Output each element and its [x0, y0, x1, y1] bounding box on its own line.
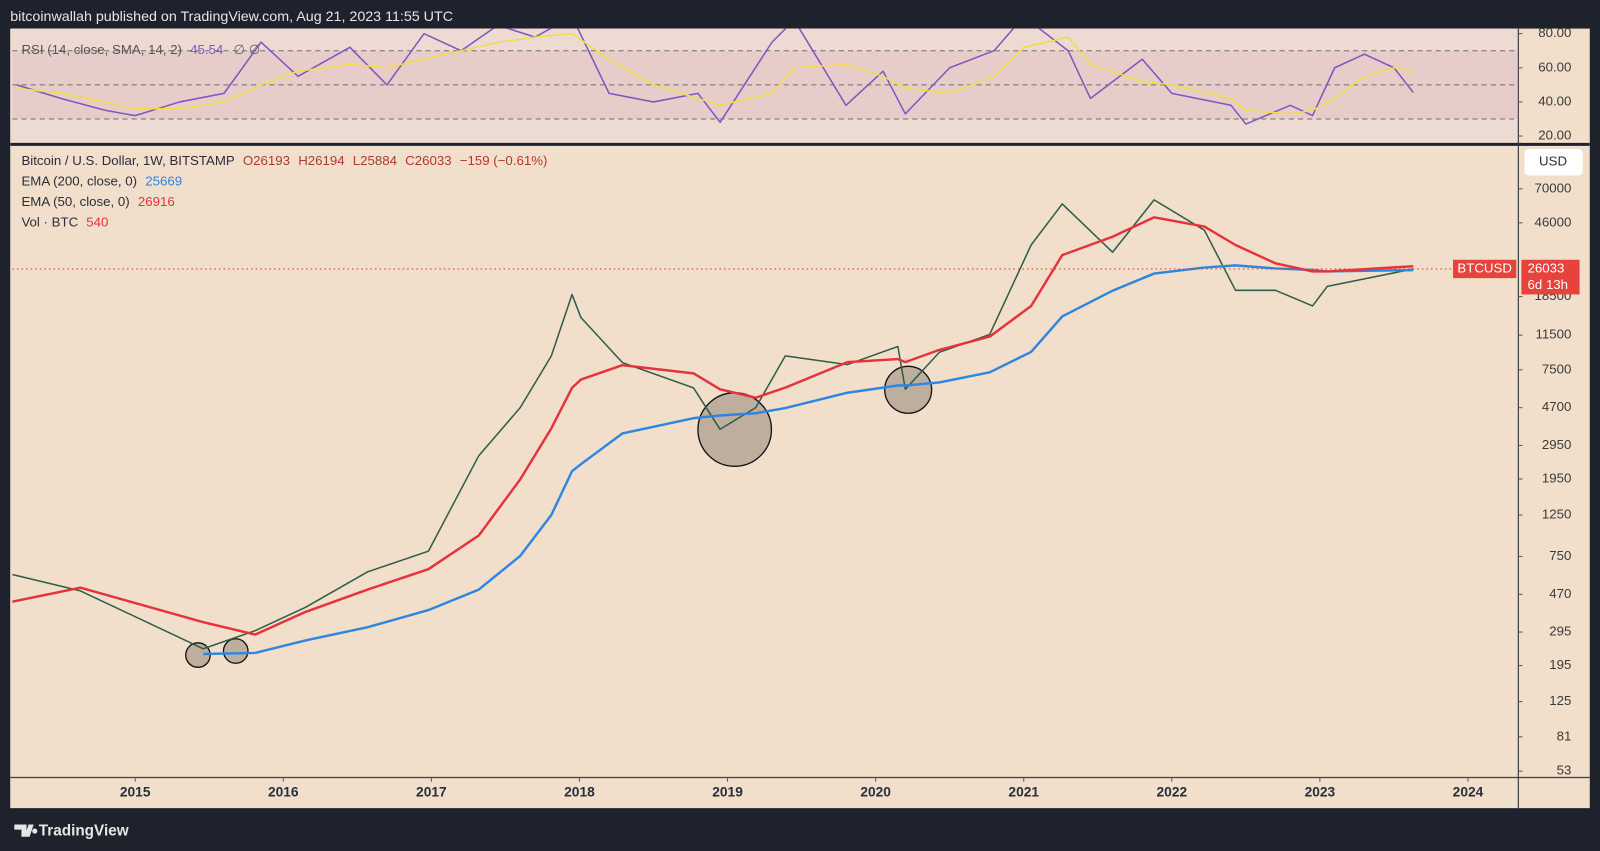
price-tag: BTCUSD 26033 6d 13h — [1453, 259, 1580, 295]
y-tick-label: 70000 — [1535, 180, 1572, 195]
annotation-circle — [222, 638, 249, 664]
price-tag-value: 26033 — [1528, 260, 1565, 275]
price-tag-symbol: BTCUSD — [1457, 260, 1511, 275]
y-tick-label: 1250 — [1542, 507, 1571, 522]
y-tick-label: 195 — [1549, 657, 1571, 672]
ema200-legend: EMA (200, close, 0) 25669 — [21, 173, 182, 188]
volume-legend: Vol · BTC 540 — [21, 214, 108, 229]
brand-name: TradingView — [39, 823, 129, 840]
currency-button[interactable] — [1524, 148, 1583, 176]
open: O26193 — [243, 153, 290, 168]
rsi-extra: ∅ ∅ — [234, 41, 261, 56]
ema50-name: EMA (50, close, 0) — [21, 194, 129, 209]
y-tick-label: 470 — [1549, 586, 1571, 601]
annotation-circle — [697, 392, 773, 467]
y-tick-label: 2950 — [1542, 437, 1571, 452]
volume-name: Vol · BTC — [21, 214, 78, 229]
publisher-line: bitcoinwallah published on TradingView.c… — [10, 9, 453, 25]
volume-value: 540 — [86, 214, 108, 229]
low: L25884 — [353, 153, 397, 168]
rsi-value: 45.54 — [190, 41, 223, 56]
y-tick-label: 81 — [1557, 728, 1572, 743]
series-line — [16, 28, 1414, 125]
symbol: Bitcoin / U.S. Dollar, 1W, BITSTAMP — [21, 153, 234, 168]
y-tick-label: 1950 — [1542, 470, 1571, 485]
series-line — [12, 216, 1414, 636]
y-tick-label: 60.00 — [1538, 59, 1571, 74]
chart-panel — [10, 28, 1590, 809]
y-tick-label: 750 — [1549, 548, 1571, 563]
symbol-legend: Bitcoin / U.S. Dollar, 1W, BITSTAMP O2619… — [21, 153, 547, 168]
brand-logo — [14, 824, 38, 837]
y-tick-label: 53 — [1557, 763, 1572, 778]
x-tick-label: 2023 — [1305, 784, 1336, 799]
y-tick-label: 4700 — [1542, 399, 1571, 414]
y-tick-label: 46000 — [1535, 214, 1572, 229]
price-tag-box — [1521, 259, 1580, 295]
rsi-name: RSI (14, close, SMA, 14, 2) — [21, 41, 182, 56]
x-tick-label: 2016 — [268, 784, 299, 799]
x-tick-label: 2022 — [1157, 784, 1188, 799]
y-tick-label: 20.00 — [1538, 128, 1571, 143]
x-tick-label: 2020 — [860, 784, 891, 799]
y-tick-label: 40.00 — [1538, 93, 1571, 108]
x-tick-label: 2021 — [1008, 784, 1039, 799]
ema50-legend: EMA (50, close, 0) 26916 — [21, 194, 174, 209]
rsi-plot — [12, 28, 1519, 125]
y-tick-label: 295 — [1549, 624, 1571, 639]
x-tick-label: 2019 — [712, 784, 743, 799]
y-tick-label: 11500 — [1536, 327, 1572, 342]
change: −159 (−0.61%) — [460, 153, 548, 168]
ema50-value: 26916 — [138, 194, 175, 209]
x-tick-label: 2018 — [564, 784, 595, 799]
y-tick-label: 125 — [1549, 693, 1571, 708]
y-tick-label: 80.00 — [1538, 25, 1571, 40]
series-line — [16, 32, 1414, 115]
currency-label[interactable]: USD — [1539, 154, 1567, 169]
series-line — [203, 264, 1414, 656]
x-tick-label: 2017 — [416, 784, 447, 799]
annotation-circle — [884, 365, 933, 414]
ema200-value: 25669 — [145, 173, 182, 188]
rsi-legend: RSI (14, close, SMA, 14, 2) 45.54 ∅ ∅ — [21, 41, 260, 56]
price-tag-countdown: 6d 13h — [1528, 277, 1569, 292]
y-tick-label: 7500 — [1542, 361, 1571, 376]
high: H26194 — [298, 153, 344, 168]
price-plot — [12, 199, 1519, 668]
price-tag-symbol-box — [1453, 259, 1517, 279]
x-tick-label: 2015 — [120, 784, 151, 799]
rsi-pane — [12, 28, 1519, 143]
ema200-name: EMA (200, close, 0) — [21, 173, 137, 188]
close: C26033 — [405, 153, 451, 168]
x-tick-label: 2024 — [1453, 784, 1484, 799]
